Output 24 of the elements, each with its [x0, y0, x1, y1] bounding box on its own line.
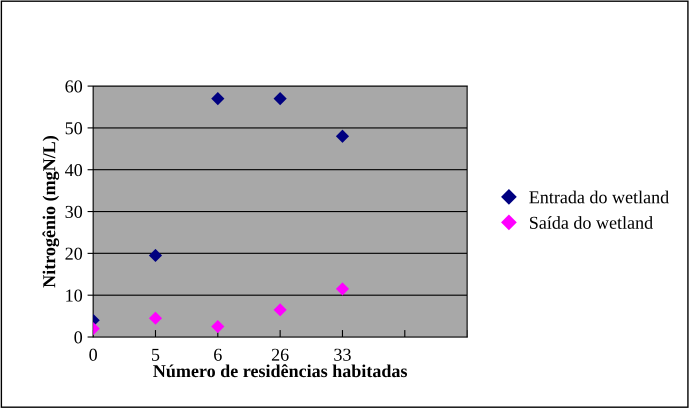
point	[274, 303, 287, 316]
x-tick-label: 0	[89, 348, 97, 361]
y-tick-label: 40	[65, 164, 82, 176]
x-axis-title: Número de residências habitadas	[153, 364, 408, 378]
point	[211, 92, 224, 106]
y-tick-label: 10	[66, 289, 82, 302]
point	[336, 282, 350, 296]
y-tick-label: 60	[65, 80, 82, 93]
point	[274, 92, 287, 106]
y-tick-label: 20	[65, 248, 82, 260]
point	[148, 312, 162, 325]
y-axis-title: Nitrogênio (mgN/L)	[42, 136, 60, 288]
x-tick-label: 26	[272, 348, 289, 361]
x-tick-label: 33	[334, 348, 351, 361]
x-tick-label: 5	[152, 348, 160, 361]
y-tick-label: 50	[66, 122, 82, 134]
point	[148, 248, 162, 262]
point	[336, 130, 350, 143]
legend-label: Entrada do wetland	[529, 190, 669, 204]
x-tick-label: 6	[214, 348, 222, 361]
point	[211, 320, 224, 334]
legend-label: Saída do wetland	[530, 216, 653, 229]
y-tick-label: 30	[66, 206, 82, 218]
y-tick-label: 0	[74, 331, 82, 344]
